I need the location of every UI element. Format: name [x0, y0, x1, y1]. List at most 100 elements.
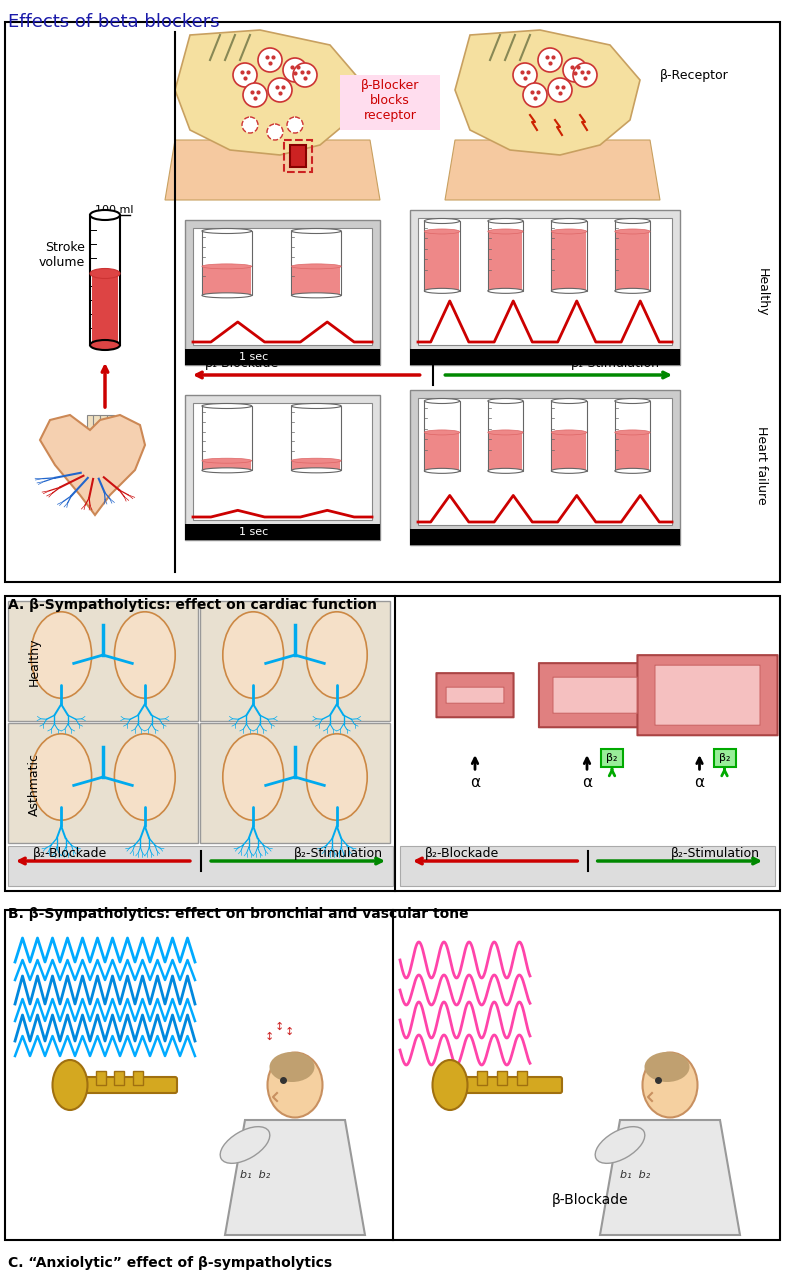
Ellipse shape [488, 218, 523, 223]
Bar [489, 232, 522, 289]
Ellipse shape [488, 288, 523, 293]
Bar [284, 140, 312, 172]
Bar [107, 414, 114, 450]
Bar [488, 402, 523, 470]
FancyBboxPatch shape [655, 666, 760, 725]
Ellipse shape [202, 228, 252, 233]
Ellipse shape [53, 1060, 87, 1111]
Text: β₂-Blockade: β₂-Blockade [33, 847, 107, 859]
Polygon shape [165, 140, 380, 200]
FancyBboxPatch shape [539, 663, 651, 727]
Circle shape [268, 78, 292, 102]
Ellipse shape [424, 218, 460, 223]
Ellipse shape [31, 612, 92, 699]
Polygon shape [175, 31, 360, 156]
Ellipse shape [202, 264, 252, 269]
Ellipse shape [488, 230, 523, 235]
Circle shape [243, 83, 267, 107]
Bar [92, 274, 118, 343]
Ellipse shape [202, 293, 252, 298]
Text: α: α [582, 775, 592, 789]
Bar [200, 601, 390, 720]
Ellipse shape [595, 1127, 645, 1163]
Bar [410, 390, 680, 544]
Bar [290, 145, 306, 167]
Bar [424, 402, 460, 470]
Ellipse shape [424, 399, 460, 403]
Text: β-Blockade: β-Blockade [552, 1193, 628, 1207]
Ellipse shape [615, 230, 650, 235]
Text: Healthy: Healthy [28, 638, 41, 686]
Ellipse shape [424, 230, 460, 235]
Bar [615, 221, 650, 291]
Bar [553, 432, 586, 470]
Circle shape [538, 48, 562, 71]
Ellipse shape [292, 293, 341, 298]
Polygon shape [40, 414, 145, 515]
Ellipse shape [551, 230, 586, 235]
Bar [714, 750, 736, 768]
Text: ↕: ↕ [285, 1026, 295, 1037]
Bar [553, 232, 586, 289]
Text: β₁-Blockade: β₁-Blockade [205, 357, 279, 370]
Ellipse shape [202, 403, 252, 408]
Ellipse shape [615, 218, 650, 223]
Bar [292, 405, 341, 470]
Bar [90, 215, 120, 346]
Bar [185, 524, 380, 541]
Polygon shape [225, 1119, 365, 1235]
Bar [418, 398, 672, 525]
Text: ↕: ↕ [275, 1023, 285, 1031]
Circle shape [283, 57, 307, 82]
Ellipse shape [90, 340, 120, 351]
Bar [615, 402, 650, 470]
Bar [410, 210, 680, 365]
Polygon shape [600, 1119, 740, 1235]
Ellipse shape [551, 399, 586, 403]
Ellipse shape [307, 612, 367, 699]
Ellipse shape [551, 468, 586, 473]
Circle shape [258, 48, 282, 71]
Bar [489, 432, 522, 470]
FancyBboxPatch shape [637, 655, 777, 736]
Circle shape [573, 62, 597, 87]
FancyBboxPatch shape [68, 1077, 177, 1093]
Ellipse shape [424, 288, 460, 293]
Circle shape [267, 124, 283, 140]
Bar [134, 1071, 143, 1085]
Ellipse shape [292, 468, 341, 473]
Bar [96, 1071, 105, 1085]
Circle shape [233, 62, 257, 87]
Ellipse shape [270, 1052, 314, 1082]
Ellipse shape [115, 734, 175, 820]
Ellipse shape [292, 458, 341, 463]
Bar [551, 402, 586, 470]
Text: β-Receptor: β-Receptor [660, 69, 729, 82]
Text: b₁  b₂: b₁ b₂ [620, 1170, 650, 1179]
FancyBboxPatch shape [436, 673, 513, 718]
Bar [410, 349, 680, 365]
Circle shape [242, 117, 258, 133]
FancyBboxPatch shape [448, 1077, 562, 1093]
Bar [200, 723, 390, 843]
Bar [8, 601, 198, 720]
Bar [340, 75, 440, 130]
Ellipse shape [90, 210, 120, 221]
Circle shape [293, 62, 317, 87]
Ellipse shape [424, 468, 460, 473]
Ellipse shape [292, 403, 341, 408]
Bar [5, 22, 780, 581]
Polygon shape [455, 31, 640, 156]
Text: Healthy: Healthy [755, 268, 769, 316]
Bar [8, 723, 198, 843]
Text: Stroke
volume: Stroke volume [39, 241, 85, 269]
Ellipse shape [615, 288, 650, 293]
Bar [93, 414, 100, 450]
Ellipse shape [488, 399, 523, 403]
Bar [488, 221, 523, 291]
Bar [292, 460, 340, 469]
Bar [203, 460, 251, 469]
Ellipse shape [551, 218, 586, 223]
Bar [100, 414, 107, 450]
Bar [410, 529, 680, 544]
